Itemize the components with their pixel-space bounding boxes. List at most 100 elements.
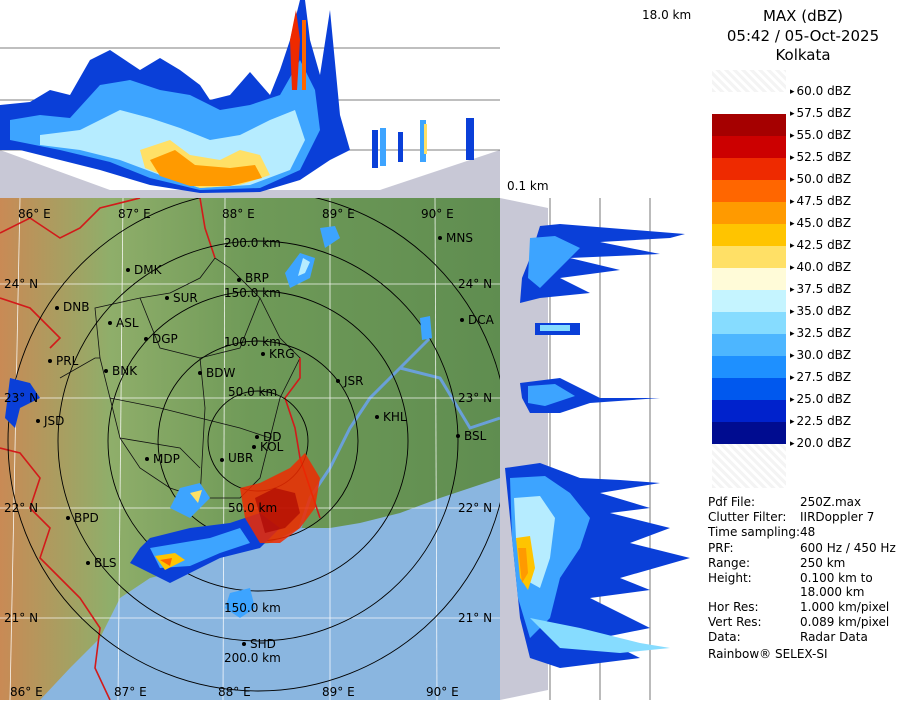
info-row: Time sampling:48 xyxy=(708,525,816,539)
info-row: Height: 0.100 km to xyxy=(708,571,873,585)
ring-label-100: 100.0 km xyxy=(224,335,281,349)
lon-label-bottom: 89° E xyxy=(322,685,355,699)
top-max-height-label: 18.0 km xyxy=(642,8,692,22)
site-khl: KHL xyxy=(383,410,407,424)
site-mns: MNS xyxy=(446,231,473,245)
lon-label-bottom: 87° E xyxy=(114,685,147,699)
site-dmk: DMK xyxy=(134,263,163,277)
scale-label: 25.0 dBZ xyxy=(790,392,852,406)
info-row: Vert Res: 0.089 km/pixel xyxy=(708,615,890,629)
color-swatch xyxy=(712,158,786,180)
top-height-profile xyxy=(0,0,500,198)
ring-label-200-south: 200.0 km xyxy=(224,651,281,665)
top-profile-echoes xyxy=(0,0,474,193)
scale-label: 60.0 dBZ xyxy=(790,84,852,98)
site-dd: DD xyxy=(263,430,281,444)
site-dca: DCA xyxy=(468,313,495,327)
site-labels: MNS DMK BRP DNB SUR ASL DCA DGP KRG PRL … xyxy=(36,231,495,651)
site-prl: PRL xyxy=(56,354,79,368)
radar-echoes xyxy=(5,226,432,618)
ring-label-50: 50.0 km xyxy=(228,385,277,399)
lon-label-top: 90° E xyxy=(421,207,454,221)
longitude-labels-top: 86° E 87° E 88° E 89° E 90° E xyxy=(18,207,454,221)
lon-label-top: 88° E xyxy=(222,207,255,221)
latitude-labels-right: 24° N 23° N 22° N 21° N xyxy=(458,277,492,625)
scale-label: 37.5 dBZ xyxy=(790,282,852,296)
station-name: Kolkata xyxy=(775,46,831,64)
color-swatch xyxy=(712,290,786,312)
side-profile-min-height: 0.1 km xyxy=(507,179,549,193)
scale-label: 27.5 dBZ xyxy=(790,370,852,384)
scale-label: 47.5 dBZ xyxy=(790,194,852,208)
scale-label: 35.0 dBZ xyxy=(790,304,852,318)
scale-label: 20.0 dBZ xyxy=(790,436,852,450)
site-sur: SUR xyxy=(173,291,198,305)
scale-label: 30.0 dBZ xyxy=(790,348,852,362)
color-swatch xyxy=(712,422,786,444)
lon-label-top: 87° E xyxy=(118,207,151,221)
latitude-labels-left: 24° N 23° N 22° N 21° N xyxy=(4,277,38,625)
site-asl: ASL xyxy=(116,316,139,330)
color-swatch xyxy=(712,114,786,136)
site-jsd: JSD xyxy=(43,414,64,428)
district-borders xyxy=(59,257,301,499)
scale-label: 52.5 dBZ xyxy=(790,150,852,164)
product-datetime: 05:42 / 05-Oct-2025 xyxy=(726,27,880,45)
lon-label-bottom: 86° E xyxy=(10,685,43,699)
scale-label: 57.5 dBZ xyxy=(790,106,852,120)
sea-area xyxy=(40,478,500,700)
scale-label: 22.5 dBZ xyxy=(790,414,852,428)
info-row: Pdf File: 250Z.max xyxy=(708,495,862,509)
color-swatch xyxy=(712,400,786,422)
lon-label-top: 86° E xyxy=(18,207,51,221)
color-swatch xyxy=(712,180,786,202)
side-height-profile: 0.1 km xyxy=(500,179,700,700)
lat-label-left: 23° N xyxy=(4,391,38,405)
lon-label-bottom: 88° E xyxy=(218,685,251,699)
top-profile-svg xyxy=(0,0,500,198)
lat-label-right: 24° N xyxy=(458,277,492,291)
site-bsl: BSL xyxy=(464,429,487,443)
site-mdp: MDP xyxy=(153,452,180,466)
scale-label: 50.0 dBZ xyxy=(790,172,852,186)
lat-label-left: 24° N xyxy=(4,277,38,291)
color-swatch xyxy=(712,378,786,400)
site-kol: KOL xyxy=(260,440,284,454)
color-swatch xyxy=(712,92,786,114)
site-bls: BLS xyxy=(94,556,117,570)
site-dnb: DNB xyxy=(63,300,89,314)
color-swatch xyxy=(712,334,786,356)
info-row: Clutter Filter: IIRDoppler 7 xyxy=(708,510,875,524)
scale-label: 32.5 dBZ xyxy=(790,326,852,340)
top-profile-wedge xyxy=(0,150,500,198)
info-row: 18.000 km xyxy=(800,585,865,599)
ring-label-200: 200.0 km xyxy=(224,236,281,250)
lat-label-left: 21° N xyxy=(4,611,38,625)
site-dgp: DGP xyxy=(152,332,178,346)
lat-label-right: 23° N xyxy=(458,391,492,405)
site-bpd: BPD xyxy=(74,511,99,525)
range-ring-150 xyxy=(107,290,409,592)
color-swatch xyxy=(712,224,786,246)
range-ring-200 xyxy=(57,240,459,642)
info-row: Data: Radar Data xyxy=(708,630,868,644)
color-swatch xyxy=(712,202,786,224)
info-row: Range: 250 km xyxy=(708,556,846,570)
product-title: MAX (dBZ) xyxy=(762,7,844,25)
scale-label: 42.5 dBZ xyxy=(790,238,852,252)
lon-label-bottom: 90° E xyxy=(426,685,459,699)
site-bdw: BDW xyxy=(206,366,235,380)
color-swatch xyxy=(712,70,786,92)
software-credit: Rainbow® SELEX-SI xyxy=(708,647,828,661)
site-ubr: UBR xyxy=(228,451,253,465)
radar-map-svg: 86° E 87° E 88° E 89° E 90° E 86° E 87° … xyxy=(0,190,509,701)
color-swatch xyxy=(712,246,786,268)
side-profile-echoes xyxy=(505,224,690,668)
lat-label-right: 22° N xyxy=(458,501,492,515)
color-swatch xyxy=(712,356,786,378)
info-row: PRF: 600 Hz / 450 Hz xyxy=(708,541,896,555)
side-profile-svg xyxy=(500,198,690,700)
legend-panel: MAX (dBZ) 05:42 / 05-Oct-2025 Kolkata 60… xyxy=(700,0,906,700)
radar-map: 86° E 87° E 88° E 89° E 90° E 86° E 87° … xyxy=(0,190,509,701)
lat-label-left: 22° N xyxy=(4,501,38,515)
